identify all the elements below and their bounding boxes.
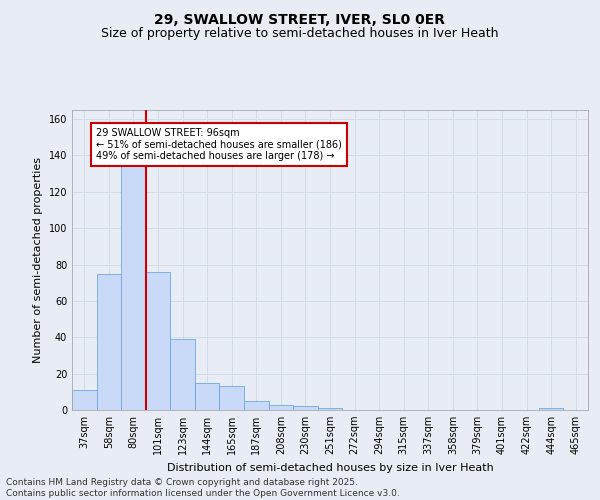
Text: 29 SWALLOW STREET: 96sqm
← 51% of semi-detached houses are smaller (186)
49% of : 29 SWALLOW STREET: 96sqm ← 51% of semi-d… <box>96 128 342 162</box>
Bar <box>539 408 563 410</box>
Bar <box>269 404 293 410</box>
Bar <box>195 382 220 410</box>
Text: Size of property relative to semi-detached houses in Iver Heath: Size of property relative to semi-detach… <box>101 28 499 40</box>
Bar <box>220 386 244 410</box>
Bar <box>97 274 121 410</box>
Y-axis label: Number of semi-detached properties: Number of semi-detached properties <box>33 157 43 363</box>
Bar <box>146 272 170 410</box>
X-axis label: Distribution of semi-detached houses by size in Iver Heath: Distribution of semi-detached houses by … <box>167 462 493 472</box>
Text: 29, SWALLOW STREET, IVER, SL0 0ER: 29, SWALLOW STREET, IVER, SL0 0ER <box>155 12 445 26</box>
Bar <box>318 408 342 410</box>
Bar <box>244 401 269 410</box>
Bar <box>72 390 97 410</box>
Text: Contains HM Land Registry data © Crown copyright and database right 2025.
Contai: Contains HM Land Registry data © Crown c… <box>6 478 400 498</box>
Bar <box>170 339 195 410</box>
Bar <box>293 406 318 410</box>
Bar <box>121 166 146 410</box>
